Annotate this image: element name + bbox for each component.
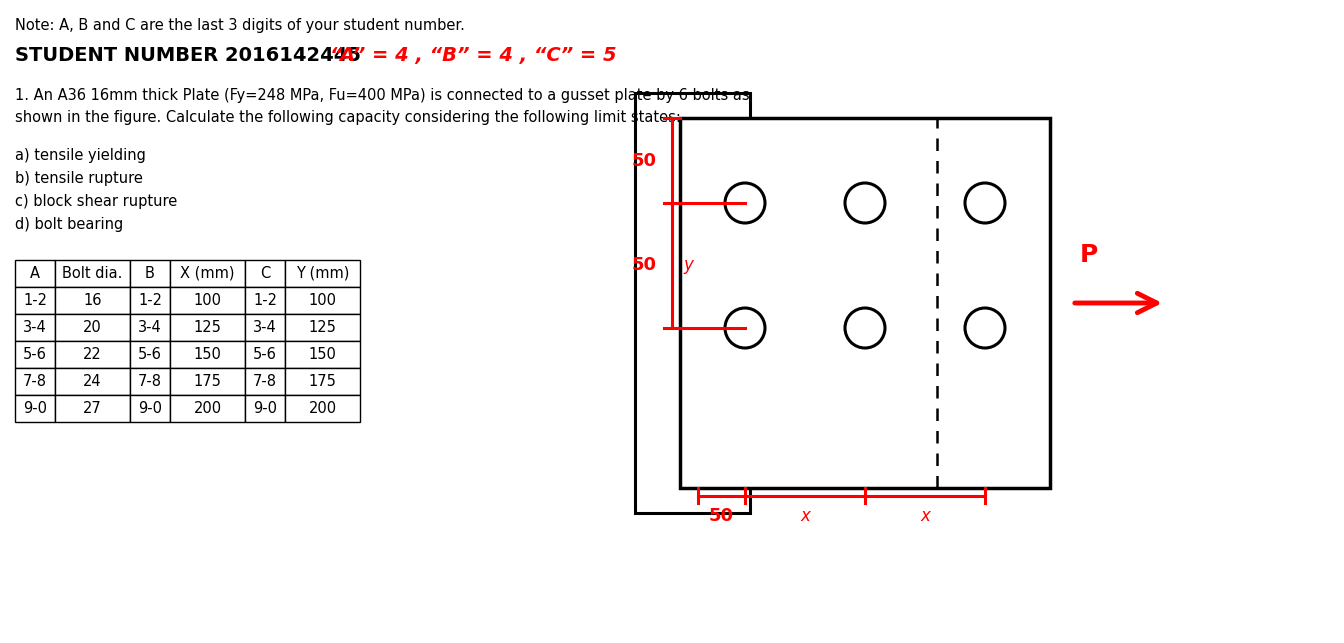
Bar (130, 368, 169, 395)
Bar (130, 287, 169, 314)
Text: x: x (800, 507, 810, 525)
Text: b) tensile rupture: b) tensile rupture (15, 171, 142, 186)
Bar (130, 260, 169, 287)
Text: 1-2: 1-2 (253, 293, 277, 308)
Bar (15, 368, 55, 395)
Text: 100: 100 (194, 293, 222, 308)
Text: x: x (921, 507, 930, 525)
Text: 5-6: 5-6 (138, 347, 161, 362)
Bar (169, 287, 245, 314)
Text: 5-6: 5-6 (23, 347, 47, 362)
Bar (245, 260, 285, 287)
Text: 175: 175 (309, 374, 336, 389)
Bar (634, 93, 750, 513)
Text: 100: 100 (309, 293, 336, 308)
Text: “A” = 4 , “B” = 4 , “C” = 5: “A” = 4 , “B” = 4 , “C” = 5 (331, 46, 617, 65)
Bar (130, 395, 169, 422)
Bar (55, 341, 130, 368)
Text: 24: 24 (83, 374, 102, 389)
Text: a) tensile yielding: a) tensile yielding (15, 148, 146, 163)
Text: 7-8: 7-8 (23, 374, 47, 389)
Text: 50: 50 (710, 507, 734, 525)
Bar (169, 395, 245, 422)
Text: Note: A, B and C are the last 3 digits of your student number.: Note: A, B and C are the last 3 digits o… (15, 18, 465, 33)
Bar (285, 368, 360, 395)
Bar (169, 341, 245, 368)
Text: 27: 27 (83, 401, 102, 416)
Bar (245, 395, 285, 422)
Bar (245, 314, 285, 341)
Text: shown in the figure. Calculate the following capacity considering the following : shown in the figure. Calculate the follo… (15, 110, 681, 125)
Text: 200: 200 (308, 401, 336, 416)
Bar (55, 287, 130, 314)
Text: 175: 175 (194, 374, 222, 389)
Bar (245, 368, 285, 395)
Text: 1-2: 1-2 (23, 293, 47, 308)
Text: Bolt dia.: Bolt dia. (62, 266, 122, 281)
Bar (680, 118, 1050, 488)
Text: 22: 22 (83, 347, 102, 362)
Text: P: P (1081, 243, 1098, 267)
Text: STUDENT NUMBER 2016142445: STUDENT NUMBER 2016142445 (15, 46, 368, 65)
Text: 125: 125 (194, 320, 222, 335)
Text: 3-4: 3-4 (253, 320, 277, 335)
Text: A: A (30, 266, 40, 281)
Text: 1. An A36 16mm thick Plate (Fy=248 MPa, Fu=400 MPa) is connected to a gusset pla: 1. An A36 16mm thick Plate (Fy=248 MPa, … (15, 88, 750, 103)
Text: 3-4: 3-4 (138, 320, 161, 335)
Bar (55, 395, 130, 422)
Text: X (mm): X (mm) (180, 266, 235, 281)
Bar (169, 260, 245, 287)
Text: 9-0: 9-0 (23, 401, 47, 416)
Bar (15, 341, 55, 368)
Text: 125: 125 (309, 320, 336, 335)
Bar (130, 341, 169, 368)
Bar (15, 260, 55, 287)
Text: B: B (145, 266, 155, 281)
Bar (285, 287, 360, 314)
Bar (55, 260, 130, 287)
Text: 9-0: 9-0 (253, 401, 277, 416)
Bar (169, 368, 245, 395)
Text: 150: 150 (194, 347, 222, 362)
Bar (15, 287, 55, 314)
Bar (285, 260, 360, 287)
Text: c) block shear rupture: c) block shear rupture (15, 194, 177, 209)
Text: 3-4: 3-4 (23, 320, 47, 335)
Bar (285, 314, 360, 341)
Text: y: y (683, 257, 694, 275)
Text: 16: 16 (83, 293, 102, 308)
Bar (55, 314, 130, 341)
Text: C: C (259, 266, 270, 281)
Bar (245, 287, 285, 314)
Bar (55, 368, 130, 395)
Bar (245, 341, 285, 368)
Text: 200: 200 (194, 401, 222, 416)
Bar (15, 395, 55, 422)
Text: 1-2: 1-2 (138, 293, 163, 308)
Text: 9-0: 9-0 (138, 401, 163, 416)
Text: 50: 50 (632, 257, 656, 275)
Text: 150: 150 (309, 347, 336, 362)
Text: 7-8: 7-8 (138, 374, 163, 389)
Text: 5-6: 5-6 (253, 347, 277, 362)
Bar (285, 395, 360, 422)
Bar (130, 314, 169, 341)
Bar (169, 314, 245, 341)
Bar (15, 314, 55, 341)
Bar (285, 341, 360, 368)
Text: d) bolt bearing: d) bolt bearing (15, 217, 124, 232)
Text: Y (mm): Y (mm) (296, 266, 349, 281)
Text: 7-8: 7-8 (253, 374, 277, 389)
Text: 20: 20 (83, 320, 102, 335)
Text: 50: 50 (632, 152, 656, 170)
